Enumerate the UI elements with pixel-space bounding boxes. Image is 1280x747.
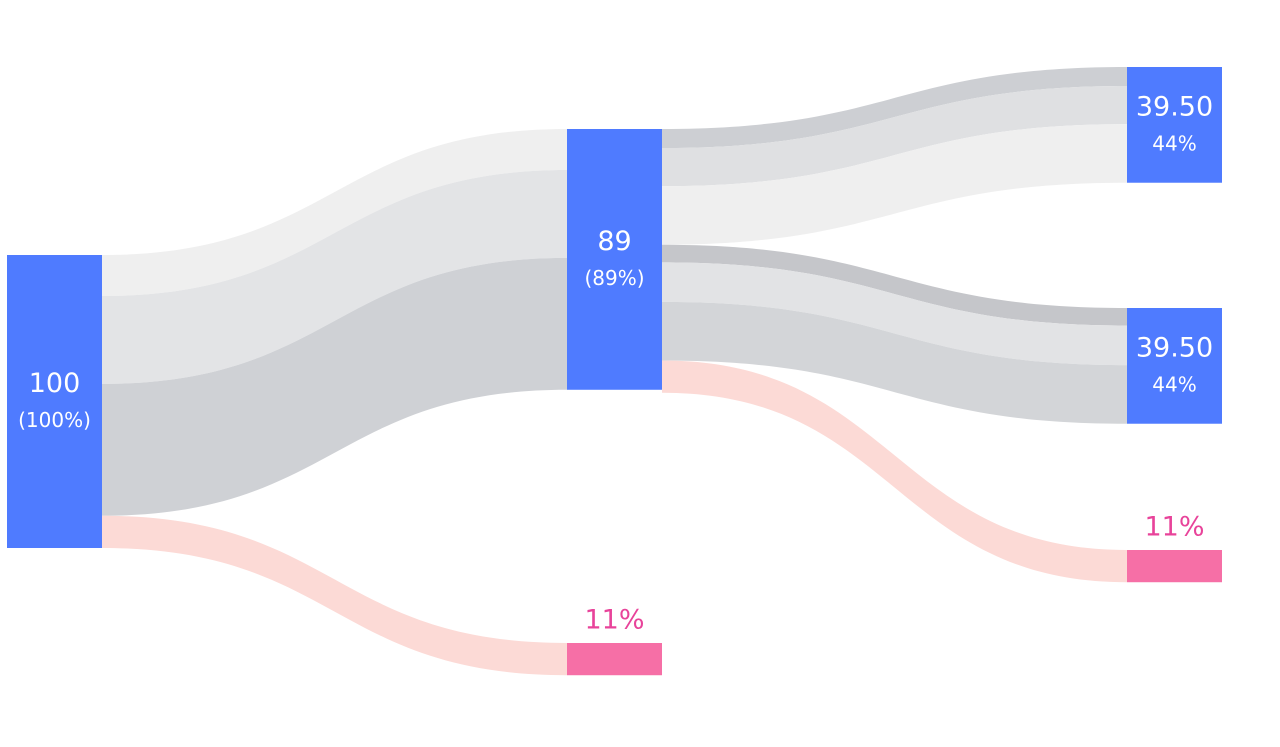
- link-band: [662, 244, 1127, 326]
- link-band: [102, 129, 567, 297]
- node-value: 39.50: [1136, 332, 1213, 363]
- node: [1127, 67, 1222, 183]
- link-band: [662, 124, 1127, 245]
- node-value: 39.50: [1136, 91, 1213, 122]
- node: [7, 255, 102, 548]
- node-percent: 44%: [1152, 131, 1196, 155]
- link-band: [662, 86, 1127, 187]
- drop-node: [567, 643, 662, 676]
- node: [1127, 308, 1222, 424]
- link-band: [102, 170, 567, 384]
- link-band: [662, 301, 1127, 424]
- link-band: [102, 515, 567, 676]
- drop-label: 11%: [584, 605, 644, 636]
- node-value: 89: [597, 226, 631, 257]
- node-percent: (89%): [584, 266, 644, 290]
- link-band: [662, 360, 1127, 583]
- node-percent: (100%): [18, 408, 91, 432]
- link-band: [102, 257, 567, 516]
- drop-node: [1127, 550, 1222, 583]
- link-band: [662, 67, 1127, 149]
- drop-label: 11%: [1144, 512, 1204, 543]
- node-percent: 44%: [1152, 372, 1196, 396]
- link-band: [662, 262, 1127, 366]
- node-value: 100: [29, 368, 81, 399]
- node: [567, 129, 662, 390]
